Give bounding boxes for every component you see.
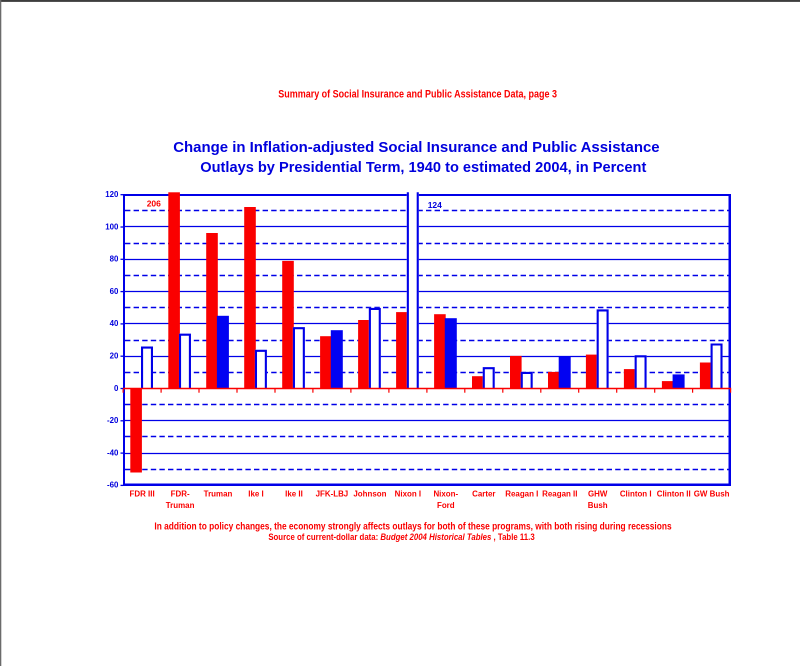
svg-text:100: 100 bbox=[105, 222, 119, 231]
svg-text:Johnson: Johnson bbox=[353, 489, 386, 498]
svg-text:Carter: Carter bbox=[472, 489, 496, 498]
svg-text:124: 124 bbox=[428, 200, 442, 210]
svg-text:GHW: GHW bbox=[588, 489, 608, 498]
svg-text:In addition to policy changes,: In addition to policy changes, the econo… bbox=[154, 521, 671, 532]
svg-text:Nixon-: Nixon- bbox=[433, 489, 458, 498]
svg-text:20: 20 bbox=[110, 351, 119, 360]
svg-text:Clinton I: Clinton I bbox=[620, 489, 652, 498]
svg-text:0: 0 bbox=[114, 384, 119, 393]
svg-text:Source of current-dollar data:: Source of current-dollar data: Budget 20… bbox=[268, 531, 535, 542]
svg-text:GW Bush: GW Bush bbox=[694, 489, 730, 498]
svg-text:80: 80 bbox=[110, 254, 119, 263]
svg-text:-60: -60 bbox=[107, 480, 119, 489]
svg-text:40: 40 bbox=[110, 319, 119, 328]
svg-text:Clinton II: Clinton II bbox=[657, 489, 691, 498]
svg-text:Ike I: Ike I bbox=[248, 489, 263, 498]
svg-text:JFK-LBJ: JFK-LBJ bbox=[316, 489, 349, 498]
svg-text:-40: -40 bbox=[107, 448, 119, 457]
svg-text:60: 60 bbox=[110, 287, 119, 296]
svg-text:Summary of Social Insurance an: Summary of Social Insurance and Public A… bbox=[278, 89, 557, 101]
svg-text:Bush: Bush bbox=[588, 501, 608, 510]
svg-text:120: 120 bbox=[105, 190, 119, 199]
svg-text:FDR-: FDR- bbox=[171, 489, 190, 498]
svg-text:Change in Inflation-adjusted S: Change in Inflation-adjusted Social Insu… bbox=[173, 139, 659, 156]
svg-text:FDR III: FDR III bbox=[130, 489, 155, 498]
svg-text:Reagan I: Reagan I bbox=[505, 489, 538, 498]
svg-text:Ford: Ford bbox=[437, 501, 455, 510]
svg-text:-20: -20 bbox=[107, 416, 119, 425]
svg-text:Nixon I: Nixon I bbox=[395, 489, 421, 498]
svg-text:Reagan II: Reagan II bbox=[542, 489, 577, 498]
svg-text:Ike II: Ike II bbox=[285, 489, 303, 498]
svg-text:Outlays by Presidential Term,: Outlays by Presidential Term, 1940 to es… bbox=[200, 160, 646, 176]
svg-text:206: 206 bbox=[147, 198, 161, 208]
svg-text:Truman: Truman bbox=[166, 501, 195, 510]
svg-text:Truman: Truman bbox=[204, 489, 233, 498]
